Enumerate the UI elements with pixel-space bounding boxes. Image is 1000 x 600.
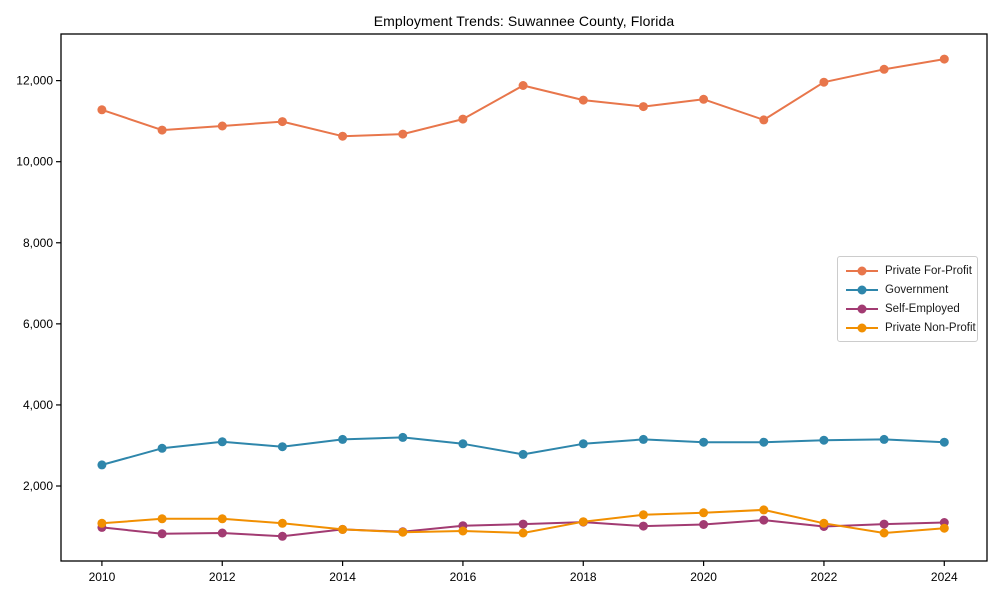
data-point-self-employed-2023 [879, 519, 889, 529]
data-point-private-for-profit-2011 [157, 125, 167, 135]
data-point-self-employed-2019 [638, 521, 648, 531]
data-point-self-employed-2021 [759, 515, 769, 525]
data-point-self-employed-2020 [699, 520, 709, 529]
data-point-government-2010 [97, 460, 107, 470]
legend-item-private-for-profit: Private For-Profit [845, 263, 972, 278]
data-point-government-2013 [277, 442, 287, 452]
legend-marker-self-employed [846, 304, 878, 313]
data-point-private-non-profit-2014 [338, 524, 348, 534]
y-axis-tick-label: 4,000 [23, 398, 53, 412]
legend-label: Self-Employed [885, 302, 960, 315]
data-point-government-2019 [638, 434, 648, 444]
legend-label: Private For-Profit [885, 264, 972, 277]
y-axis-tick-label: 8,000 [23, 236, 53, 250]
data-point-government-2016 [458, 439, 468, 449]
legend-label: Private Non-Profit [885, 321, 976, 334]
x-axis-tick-label: 2024 [931, 570, 958, 584]
x-axis-tick-label: 2020 [690, 570, 717, 584]
data-point-private-non-profit-2019 [638, 510, 648, 520]
legend-item-private-non-profit: Private Non-Profit [845, 320, 976, 335]
legend-marker-private-for-profit [846, 266, 878, 275]
data-point-government-2023 [879, 434, 889, 444]
data-point-government-2014 [338, 434, 348, 444]
legend-item-government: Government [845, 282, 971, 297]
data-point-private-non-profit-2010 [97, 518, 107, 528]
legend-marker-government [846, 285, 878, 294]
data-point-private-non-profit-2021 [759, 505, 769, 515]
data-point-private-non-profit-2016 [458, 526, 468, 536]
data-point-government-2024 [939, 437, 949, 447]
data-point-self-employed-2011 [157, 529, 167, 539]
x-axis-tick-label: 2014 [329, 570, 356, 584]
data-point-private-non-profit-2018 [578, 517, 588, 527]
data-point-private-for-profit-2021 [759, 115, 769, 125]
data-point-private-non-profit-2024 [939, 523, 949, 533]
data-point-private-for-profit-2020 [699, 94, 709, 104]
data-point-private-for-profit-2022 [819, 77, 829, 87]
data-point-private-non-profit-2015 [398, 527, 408, 537]
data-point-government-2012 [217, 437, 227, 447]
data-point-government-2022 [819, 435, 829, 445]
data-point-private-non-profit-2013 [277, 518, 287, 528]
data-point-government-2020 [699, 437, 709, 447]
legend-dot-icon [857, 304, 867, 313]
data-point-private-non-profit-2020 [699, 508, 709, 518]
x-axis-tick-label: 2010 [89, 570, 116, 584]
plot-frame [60, 33, 988, 562]
data-point-private-for-profit-2023 [879, 64, 889, 74]
series-line-private-for-profit [100, 58, 946, 138]
y-axis-tick-label: 10,000 [16, 155, 53, 169]
data-point-private-for-profit-2016 [458, 114, 468, 124]
chart-title: Employment Trends: Suwannee County, Flor… [373, 13, 675, 29]
data-point-private-for-profit-2017 [518, 81, 528, 90]
legend-dot-icon [857, 323, 867, 332]
data-point-government-2017 [518, 449, 528, 459]
legend-dot-icon [857, 285, 867, 294]
data-point-government-2018 [578, 439, 588, 449]
x-axis-tick-label: 2016 [450, 570, 477, 584]
data-point-private-non-profit-2023 [879, 528, 889, 538]
data-point-private-non-profit-2011 [157, 514, 167, 524]
data-point-private-non-profit-2022 [819, 518, 829, 528]
y-axis-tick-label: 6,000 [23, 317, 53, 331]
legend-item-self-employed: Self-Employed [845, 301, 971, 316]
data-point-private-for-profit-2010 [97, 105, 107, 115]
data-point-self-employed-2017 [518, 519, 528, 529]
y-axis-tick-label: 2,000 [23, 479, 53, 493]
data-point-private-for-profit-2018 [578, 95, 588, 105]
y-axis-tick-label: 12,000 [16, 74, 53, 88]
data-point-private-for-profit-2014 [338, 131, 348, 141]
x-axis-tick-label: 2018 [570, 570, 597, 584]
data-point-self-employed-2013 [277, 531, 287, 541]
data-point-government-2021 [759, 437, 769, 447]
data-point-self-employed-2012 [217, 528, 227, 538]
x-axis-tick-label: 2022 [811, 570, 838, 584]
x-axis-tick-label: 2012 [209, 570, 236, 584]
legend-dot-icon [857, 266, 867, 275]
chart-legend: Private For-Profit Government Self-Employe… [837, 256, 978, 342]
data-point-private-for-profit-2013 [277, 117, 287, 127]
legend-label: Government [885, 283, 949, 296]
data-point-private-non-profit-2012 [217, 514, 227, 524]
data-point-private-for-profit-2012 [217, 121, 227, 131]
data-point-private-for-profit-2015 [398, 129, 408, 139]
data-point-private-non-profit-2017 [518, 528, 528, 538]
data-point-private-for-profit-2024 [939, 54, 949, 64]
legend-marker-private-non-profit [846, 323, 878, 332]
data-point-private-for-profit-2019 [638, 102, 648, 112]
data-point-government-2011 [157, 443, 167, 453]
data-point-government-2015 [398, 432, 408, 442]
